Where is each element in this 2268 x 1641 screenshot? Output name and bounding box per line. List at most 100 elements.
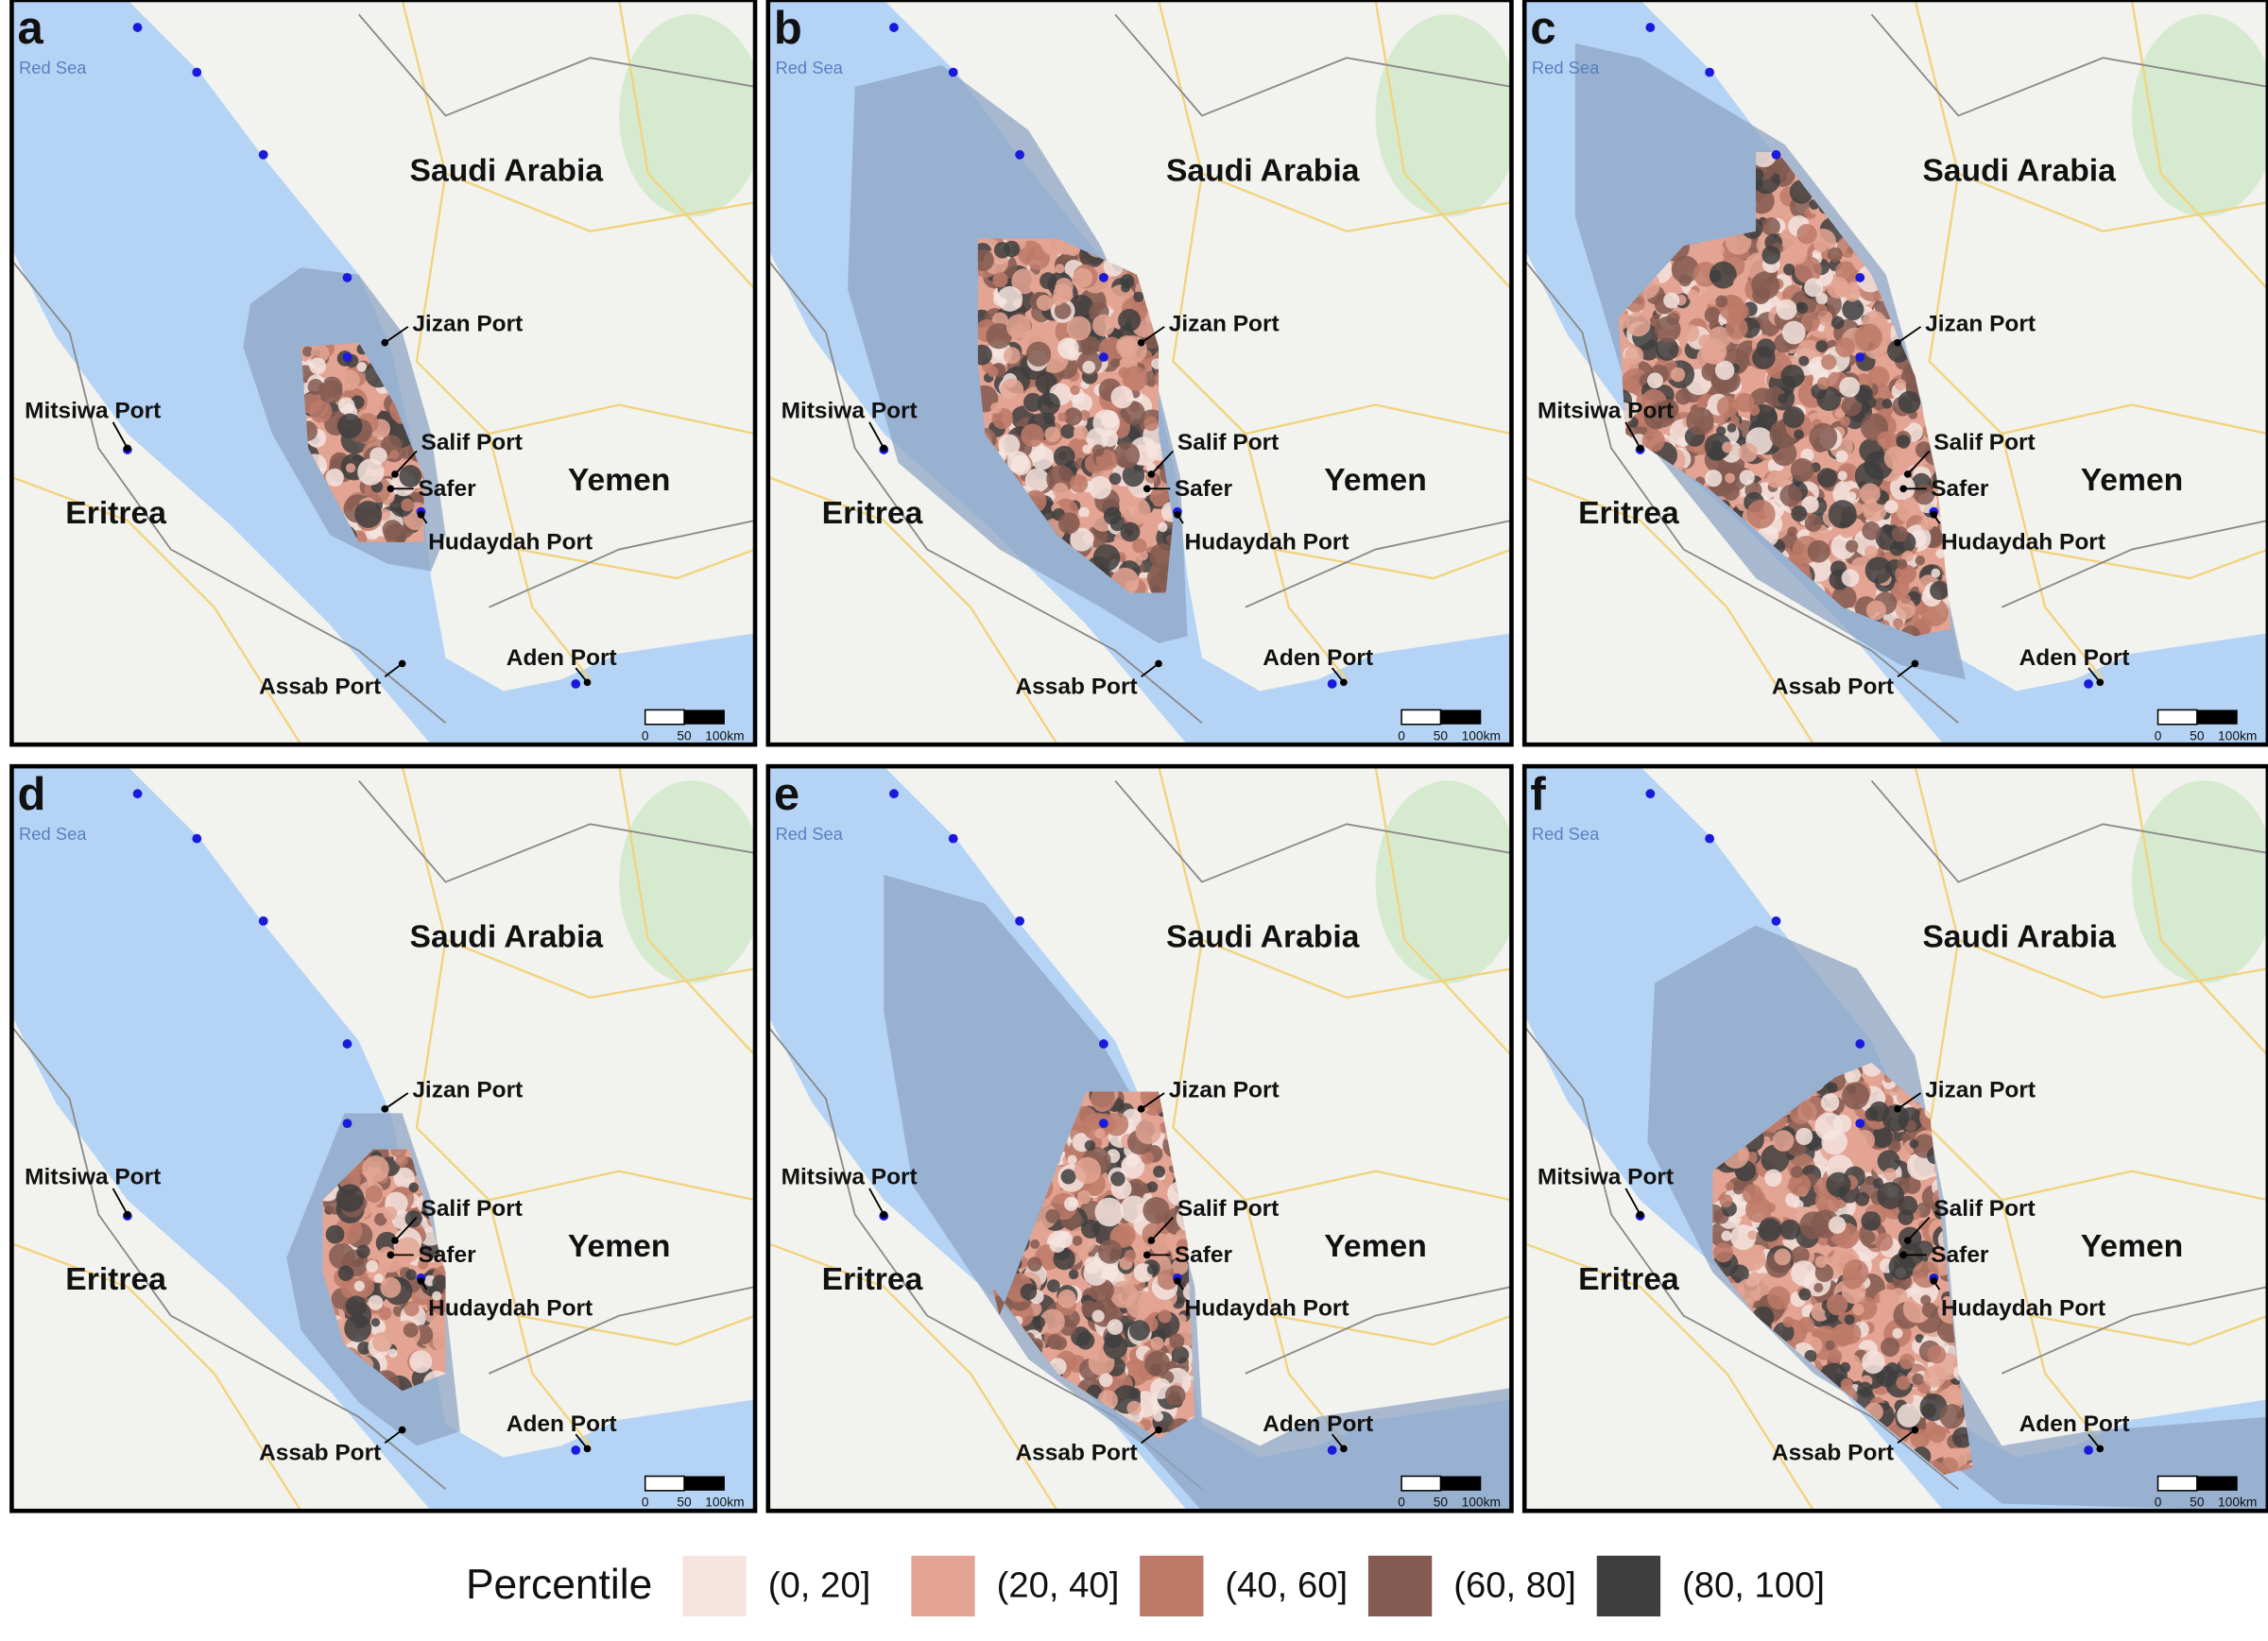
- heat-cell: [325, 1224, 345, 1244]
- city-dot: [571, 678, 581, 689]
- leader: [1897, 326, 1922, 344]
- heat-cell: [1871, 1126, 1894, 1149]
- port-dot: [583, 1444, 592, 1453]
- heat-cell: [1813, 238, 1829, 253]
- port-dot: [1174, 1277, 1181, 1285]
- sea-label: Red Sea: [775, 824, 843, 844]
- scale-label: 0: [642, 1496, 649, 1510]
- heat-cell: [1737, 1243, 1766, 1273]
- heat-cell: [1761, 246, 1781, 265]
- scale-label: 50: [2190, 1496, 2205, 1510]
- heat-cell: [1060, 1169, 1076, 1185]
- heat-cell: [1104, 1329, 1123, 1349]
- country-label: Yemen: [568, 463, 671, 498]
- heat-cell: [1714, 360, 1735, 381]
- heat-cell: [1171, 1258, 1189, 1275]
- heat-cell: [1149, 487, 1169, 507]
- heat-cell: [1118, 367, 1130, 379]
- heat-cell: [1064, 1196, 1079, 1211]
- road: [2130, 0, 2268, 290]
- heat-cell: [1121, 1154, 1145, 1179]
- heat-cell: [1920, 1294, 1932, 1306]
- border: [1114, 13, 1512, 117]
- heat-cell: [1872, 1178, 1884, 1189]
- border: [1245, 520, 1512, 608]
- heat-cell: [1053, 1247, 1075, 1271]
- heat-cell: [1864, 556, 1893, 584]
- heat-cell: [424, 1309, 438, 1324]
- heat-cell: [1057, 512, 1080, 535]
- heat-cell: [337, 1265, 354, 1282]
- scale-white: [1400, 709, 1442, 726]
- leader: [1150, 1216, 1174, 1241]
- heat-cell: [1116, 334, 1139, 358]
- heat-cell: [992, 272, 1008, 288]
- port-dot: [387, 1251, 395, 1259]
- scale-label: 100km: [2218, 729, 2257, 744]
- heat-cell: [1670, 367, 1686, 383]
- heat-cell: [1766, 1286, 1791, 1310]
- heat-cell: [1057, 337, 1079, 359]
- scale-black: [684, 1476, 725, 1491]
- scale-label: 0: [1398, 1496, 1405, 1510]
- heat-cell: [1747, 1230, 1758, 1240]
- border: [2001, 1286, 2268, 1375]
- map-content: Red Sea Saudi Arabia Yemen Eritrea Jizan Por…: [11, 766, 756, 1512]
- heat-cell: [325, 468, 344, 487]
- heat-cell: [1834, 408, 1846, 419]
- border: [1870, 779, 2268, 883]
- heat-cell: [1097, 1239, 1123, 1264]
- scale-black: [684, 709, 725, 725]
- country-label: Saudi Arabia: [1922, 919, 2116, 954]
- scale-label: 0: [2155, 729, 2162, 744]
- heat-cell: [1862, 1230, 1876, 1244]
- heat-cell: [1103, 506, 1122, 525]
- city-dot: [192, 833, 202, 844]
- road: [1201, 172, 1512, 233]
- heat-cell: [1158, 521, 1168, 533]
- heat-cell: [353, 1280, 366, 1292]
- heat-cell: [1719, 1194, 1733, 1208]
- legend-title: Percentile: [466, 1562, 652, 1608]
- heat-cell: [1915, 555, 1926, 566]
- port-dot: [583, 678, 592, 687]
- map-content: Red Sea Saudi Arabia Yemen Eritrea Jizan Por…: [767, 766, 1512, 1512]
- scale-black: [1440, 709, 1482, 725]
- port-dot: [1155, 659, 1162, 668]
- heat-cell: [1881, 399, 1893, 409]
- heat-cell: [393, 1167, 415, 1189]
- heat-cell: [1912, 1373, 1924, 1385]
- road: [401, 766, 756, 1202]
- heat-cell: [1798, 1316, 1815, 1334]
- port-label: Assab Port: [259, 1441, 381, 1466]
- heat-cell: [302, 346, 314, 357]
- heat-cell: [1816, 385, 1842, 412]
- road: [1244, 433, 1348, 681]
- heat-cell: [1844, 285, 1861, 302]
- heat-cell: [1658, 399, 1679, 419]
- port-dot: [1147, 470, 1156, 478]
- heat-cell: [1054, 302, 1072, 319]
- heat-cell: [1778, 393, 1788, 404]
- heat-cell: [1900, 1133, 1911, 1143]
- road: [2030, 548, 2268, 580]
- border: [2001, 520, 2268, 608]
- heat-cell: [399, 465, 422, 487]
- heat-cell: [1133, 291, 1144, 302]
- road: [2001, 433, 2105, 681]
- heat-cell: [1830, 316, 1845, 330]
- port-label: Assab Port: [1772, 675, 1894, 700]
- city-dot: [1645, 23, 1656, 32]
- heat-cell: [1126, 1400, 1142, 1416]
- heat-cell: [1704, 433, 1731, 460]
- port-dot: [1340, 1444, 1348, 1453]
- panel-letter: c: [1530, 3, 1555, 54]
- heat-cell: [1625, 312, 1651, 337]
- heat-cell: [1099, 1373, 1113, 1388]
- port-dot: [387, 485, 395, 493]
- heat-cell: [1897, 558, 1908, 570]
- map-panel: Red Sea Saudi Arabia Yemen Eritrea Jizan Por…: [765, 763, 1514, 1513]
- city-dot: [2084, 678, 2093, 689]
- heat-cell: [1641, 429, 1665, 453]
- heat-cell: [1063, 407, 1083, 426]
